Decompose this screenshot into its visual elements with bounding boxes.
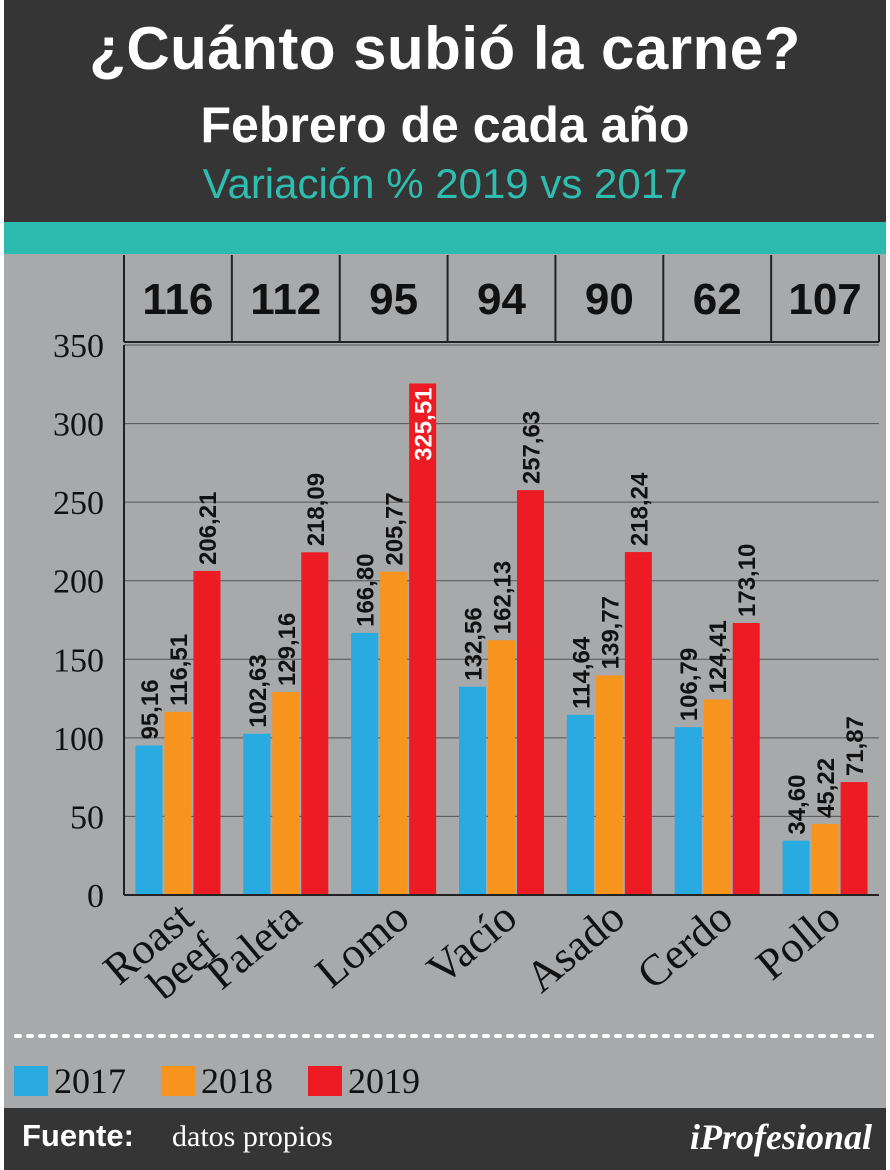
variation-value: 94	[477, 275, 526, 324]
data-label: 45,22	[813, 758, 840, 818]
data-label: 132,56	[461, 607, 488, 680]
bar-2017	[674, 727, 702, 895]
bar-2017	[459, 686, 486, 895]
data-label: 129,16	[274, 613, 301, 686]
chart-title: ¿Cuánto subió la carne?	[89, 15, 801, 82]
data-label: 71,87	[842, 716, 869, 776]
variation-value: 107	[788, 275, 861, 324]
bar-2017	[243, 733, 271, 895]
legend-label: 2017	[54, 1061, 126, 1101]
y-tick-label: 200	[53, 564, 104, 601]
source-value: datos propios	[172, 1120, 333, 1153]
data-label: 162,13	[490, 561, 517, 634]
bar-2019	[301, 552, 329, 895]
bar-2018	[488, 640, 515, 895]
data-label: 114,64	[568, 636, 595, 709]
data-label: 218,09	[303, 473, 330, 546]
bar-2019	[193, 570, 221, 895]
bar-chart: 0 50 100 150 200 250 300 350 116 112 95 94 90 62 107 95…	[14, 255, 880, 1101]
y-tick-label: 300	[53, 407, 104, 444]
variation-value: 95	[369, 275, 418, 324]
category-label: Lomo	[306, 892, 418, 997]
legend-swatch-2017	[14, 1066, 48, 1096]
legend-label: 2018	[201, 1061, 273, 1101]
data-label: 106,79	[676, 648, 703, 721]
y-tick-label: 0	[87, 878, 104, 915]
data-label: 173,10	[734, 544, 761, 617]
bar-2018	[272, 692, 300, 895]
brand-logo: iProfesional	[689, 1117, 872, 1157]
data-label: 257,63	[519, 411, 546, 484]
bar-2018	[811, 823, 839, 895]
variation-value: 112	[250, 275, 321, 324]
legend-swatch-2018	[161, 1066, 195, 1096]
infographic: ¿Cuánto subió la carne? Febrero de cada …	[4, 0, 886, 1170]
data-label: 325,51	[411, 387, 438, 460]
bar-2018	[703, 699, 731, 895]
data-label: 166,80	[353, 553, 380, 626]
bar-2019	[409, 383, 437, 895]
legend-label: 2019	[348, 1061, 420, 1101]
data-label: 95,16	[137, 679, 164, 739]
header: ¿Cuánto subió la carne? Febrero de cada …	[4, 0, 886, 222]
data-label: 139,77	[597, 596, 624, 669]
bar-2017	[782, 840, 810, 895]
bar-2017	[135, 745, 163, 895]
category-label: Pollo	[747, 892, 850, 989]
accent-band	[4, 222, 886, 254]
variation-value: 90	[585, 275, 634, 324]
data-label: 206,21	[195, 492, 222, 565]
category-label: Asado	[516, 892, 634, 1002]
bar-2018	[595, 675, 623, 895]
y-tick-label: 100	[53, 721, 104, 758]
bar-2019	[732, 622, 760, 895]
category-label: Vacío	[418, 892, 526, 994]
variation-value: 62	[693, 275, 742, 324]
bar-2019	[517, 490, 544, 895]
category-label: Cerdo	[628, 892, 742, 999]
data-label: 205,77	[382, 492, 409, 565]
legend-swatch-2019	[308, 1066, 342, 1096]
y-tick-label: 350	[53, 328, 104, 365]
y-tick-label: 50	[70, 799, 104, 836]
bar-2018	[380, 571, 408, 895]
data-label: 34,60	[784, 775, 811, 835]
y-tick-label: 250	[53, 485, 104, 522]
bar-2019	[840, 782, 868, 895]
data-label: 218,24	[626, 472, 653, 546]
bar-2019	[624, 552, 652, 895]
variation-label: Variación % 2019 vs 2017	[202, 160, 688, 207]
footer: Fuente: datos propios iProfesional	[4, 1108, 886, 1170]
bar-2018	[164, 711, 192, 895]
chart-subtitle: Febrero de cada año	[200, 97, 690, 153]
data-label: 116,51	[166, 634, 193, 706]
data-label: 102,63	[245, 654, 272, 727]
variation-value: 116	[142, 275, 213, 324]
bar-2017	[566, 714, 594, 895]
bar-2017	[351, 632, 379, 895]
data-label: 124,41	[705, 620, 732, 693]
source-label: Fuente:	[22, 1118, 134, 1153]
y-tick-label: 150	[53, 642, 104, 679]
